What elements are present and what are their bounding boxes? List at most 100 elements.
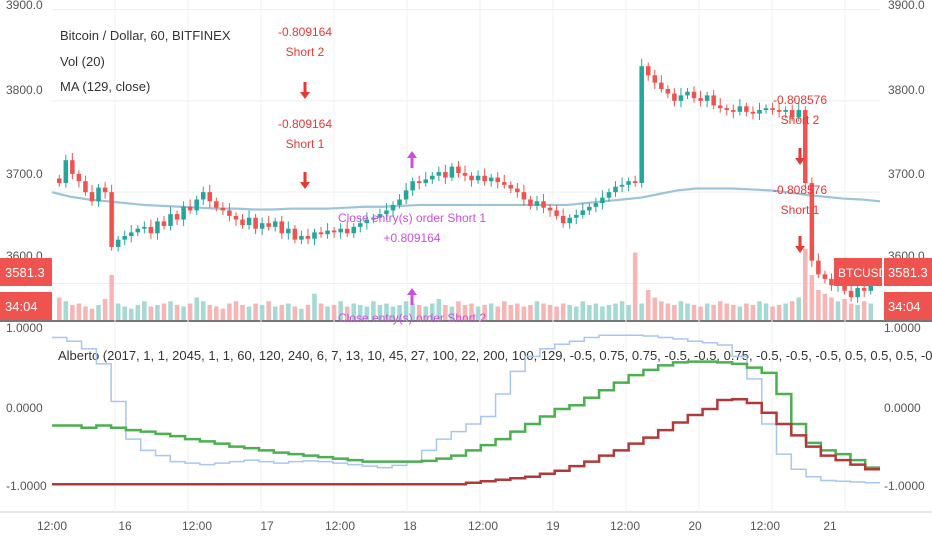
candle-body bbox=[691, 91, 697, 99]
candle-body bbox=[580, 210, 586, 215]
candle-body bbox=[829, 278, 834, 286]
candle-body bbox=[390, 204, 396, 211]
last-price-badge-left bbox=[0, 258, 52, 286]
volume-bar bbox=[344, 306, 350, 320]
volume-bar bbox=[102, 299, 108, 320]
volume-bar bbox=[187, 303, 193, 320]
volume-bar bbox=[613, 303, 618, 320]
candle-body bbox=[495, 177, 500, 183]
price-tick: 3700.0 bbox=[6, 167, 43, 181]
candle-body bbox=[731, 110, 736, 112]
time-axis[interactable]: 12:00 16 12:00 17 12:00 18 12:00 19 12:00 20 12:00… bbox=[37, 519, 837, 533]
candle-body bbox=[698, 98, 703, 101]
candle-body bbox=[344, 228, 350, 234]
indicator-tick: 0.0000 bbox=[6, 401, 43, 415]
candle-body bbox=[200, 192, 206, 200]
indicator-axis-right[interactable]: 1.0000 0.0000 -1.0000 bbox=[884, 321, 925, 493]
candle-body bbox=[659, 82, 664, 89]
volume-bar bbox=[606, 305, 612, 320]
indicator-legend[interactable]: Alberto (2017, 1, 1, 2045, 1, 1, 60, 120… bbox=[58, 348, 932, 363]
time-label: 12:00 bbox=[325, 519, 355, 533]
volume-bar bbox=[744, 303, 749, 320]
candle-body bbox=[626, 181, 631, 185]
countdown-left: 34:04 bbox=[5, 299, 38, 314]
time-label: 12:00 bbox=[610, 519, 640, 533]
candle-body bbox=[436, 172, 442, 176]
volume-bar bbox=[698, 306, 703, 320]
volume-bar bbox=[240, 305, 245, 320]
indicator-tick: -1.0000 bbox=[6, 479, 47, 493]
signal-arrow bbox=[300, 92, 310, 99]
price-tick: 3800.0 bbox=[888, 83, 925, 97]
indicator-red-line bbox=[52, 397, 880, 486]
volume-bar bbox=[842, 299, 847, 320]
volume-bar bbox=[475, 306, 481, 320]
volume-bar bbox=[547, 305, 553, 320]
candle-body bbox=[220, 207, 226, 211]
candle-body bbox=[475, 175, 481, 181]
candle-body bbox=[292, 228, 298, 240]
volume-bar bbox=[560, 303, 566, 320]
candle-body bbox=[482, 175, 487, 182]
volume-bar bbox=[737, 306, 743, 320]
volume-bar bbox=[750, 305, 756, 320]
volume-bar bbox=[783, 303, 788, 320]
volume-bar bbox=[266, 301, 271, 320]
candle-body bbox=[70, 160, 75, 174]
volume-bar bbox=[253, 303, 258, 320]
price-tick: 3800.0 bbox=[6, 83, 43, 97]
volume-bar bbox=[763, 303, 769, 320]
volume-bar bbox=[259, 305, 265, 320]
candle-body bbox=[214, 201, 219, 208]
candle-body bbox=[776, 110, 782, 112]
indicator-tick: 0.0000 bbox=[884, 401, 921, 415]
candle-body bbox=[364, 219, 370, 224]
time-label: 20 bbox=[688, 519, 702, 533]
candle-body bbox=[443, 172, 448, 178]
volume-bar bbox=[122, 306, 127, 320]
candle-body bbox=[528, 199, 533, 206]
candles bbox=[57, 58, 873, 303]
volume-bar bbox=[436, 299, 442, 320]
volume-bar bbox=[227, 303, 232, 320]
trade-signals: -0.809164 Short 2 -0.809164 Short 1 Close en… bbox=[278, 25, 827, 325]
indicator-tick: 1.0000 bbox=[6, 321, 43, 335]
countdown-badge-left bbox=[0, 292, 52, 320]
volume-bar bbox=[410, 303, 415, 320]
candle-body bbox=[430, 175, 435, 180]
candle-body bbox=[554, 210, 559, 216]
signal-arrow bbox=[407, 288, 417, 295]
candle-body bbox=[331, 230, 337, 233]
volume-bar bbox=[508, 305, 514, 320]
volume-bar bbox=[305, 305, 311, 320]
indicator-tick: -1.0000 bbox=[884, 479, 925, 493]
volume-legend[interactable]: Vol (20) bbox=[60, 54, 105, 69]
volume-bar bbox=[403, 301, 409, 320]
candle-body bbox=[704, 95, 710, 101]
volume-bar bbox=[809, 275, 815, 320]
volume-bar bbox=[89, 308, 95, 320]
volume-bar bbox=[200, 301, 206, 320]
candle-body bbox=[521, 192, 527, 200]
volume-bar bbox=[423, 306, 429, 320]
signal-name: Short 1 bbox=[286, 137, 325, 151]
time-label: 18 bbox=[403, 519, 417, 533]
candle-body bbox=[717, 105, 723, 109]
volume-bar bbox=[534, 301, 540, 320]
symbol-tag: BTCUSD bbox=[838, 266, 888, 280]
candle-body bbox=[632, 181, 638, 184]
volume-bar bbox=[430, 303, 435, 320]
ma-legend[interactable]: MA (129, close) bbox=[60, 79, 150, 94]
candle-body bbox=[639, 66, 644, 184]
volume-bar bbox=[691, 305, 697, 320]
candle-body bbox=[57, 178, 62, 184]
indicator-axis-left[interactable]: 1.0000 0.0000 -1.0000 bbox=[6, 321, 47, 493]
candle-body bbox=[233, 215, 239, 220]
candle-body bbox=[272, 221, 278, 227]
volume-bar bbox=[443, 305, 448, 320]
volume-bar bbox=[632, 252, 638, 320]
candle-body bbox=[744, 106, 749, 112]
symbol-title[interactable]: Bitcoin / Dollar, 60, BITFINEX bbox=[60, 28, 231, 43]
